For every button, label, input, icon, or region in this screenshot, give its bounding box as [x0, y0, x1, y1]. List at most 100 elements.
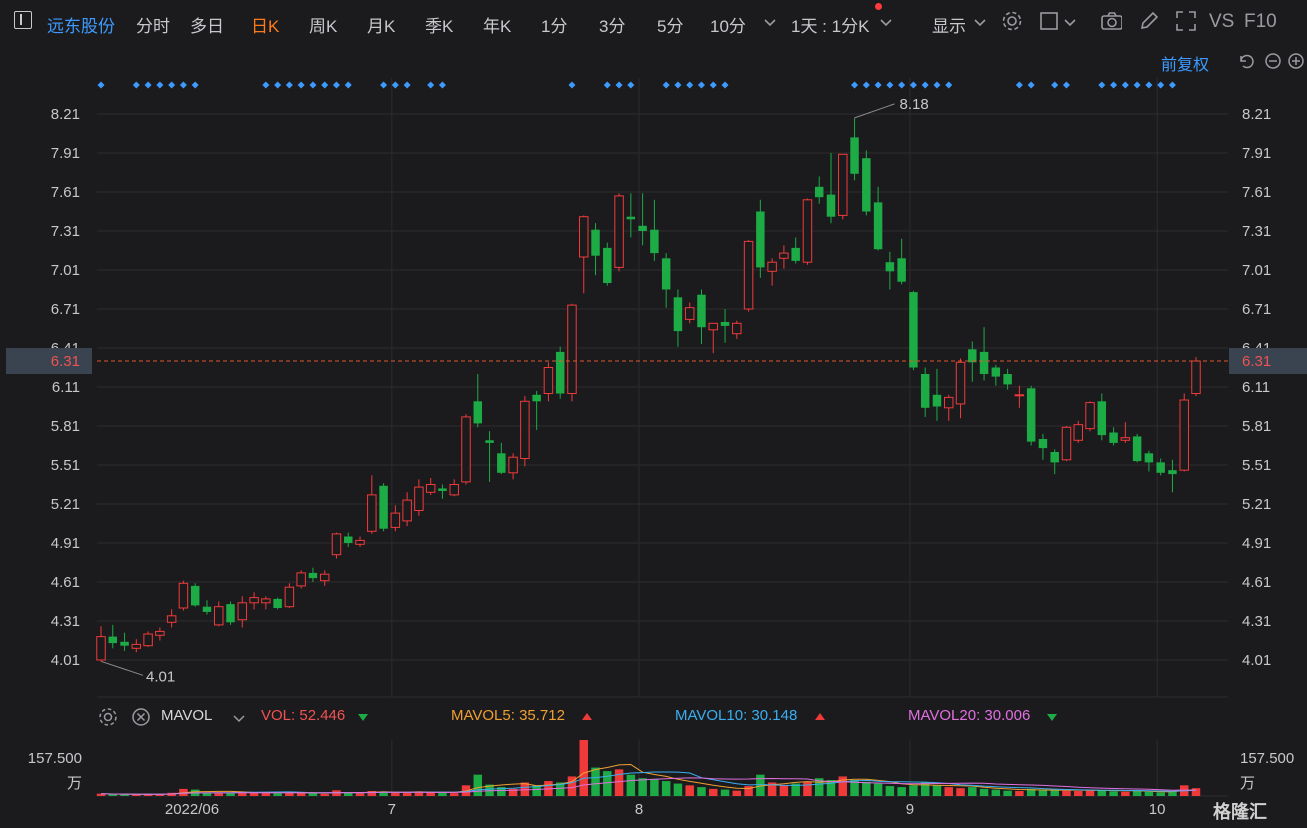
- y-tick-label-left: 4.01: [51, 652, 80, 669]
- volume-bar: [709, 788, 718, 796]
- volume-bar: [238, 791, 247, 796]
- candle-body-down: [862, 158, 871, 212]
- event-marker-icon: [697, 81, 705, 89]
- mavol20-value: MAVOL20: 30.006: [908, 707, 1031, 724]
- volume-bar: [143, 793, 153, 796]
- event-marker-icon: [1121, 81, 1129, 89]
- chevron-down-icon[interactable]: [972, 14, 994, 36]
- tab-5min[interactable]: 5分: [657, 17, 684, 36]
- volume-bar: [355, 793, 365, 796]
- candle-body-down: [190, 585, 200, 606]
- event-marker-icon: [568, 81, 576, 89]
- volume-bar: [296, 792, 306, 796]
- candle-body-down: [720, 322, 730, 326]
- event-marker-icon: [721, 81, 729, 89]
- x-tick-label: 9: [906, 801, 914, 818]
- event-marker-icon: [1133, 81, 1141, 89]
- pen-icon[interactable]: [1138, 10, 1160, 32]
- volume-bar: [202, 792, 212, 796]
- candle-body-down: [1156, 462, 1165, 473]
- candle-body-down: [1097, 401, 1107, 436]
- candle-body-down: [932, 394, 942, 407]
- candle-body-up: [508, 456, 518, 474]
- candle-body-up: [520, 400, 530, 459]
- y-tick-label-left: 6.11: [52, 379, 80, 396]
- square-icon[interactable]: [1039, 10, 1061, 32]
- volume-bar: [308, 793, 318, 796]
- tab-daily-k[interactable]: 日K: [251, 17, 280, 36]
- tab-fenshi[interactable]: 分时: [136, 17, 170, 36]
- event-marker-icon: [427, 81, 435, 89]
- event-marker-icon: [1145, 81, 1153, 89]
- tab-1min[interactable]: 1分: [541, 17, 568, 36]
- display-menu[interactable]: 显示: [932, 17, 966, 36]
- chevron-down-icon[interactable]: [1062, 14, 1084, 36]
- candle-body-up: [461, 416, 471, 483]
- event-marker-icon: [1062, 81, 1070, 89]
- tab-monthly-k[interactable]: 月K: [367, 17, 396, 36]
- candle-body-down: [108, 636, 118, 644]
- tab-multiday[interactable]: 多日: [190, 17, 224, 36]
- volume-bar: [838, 776, 848, 796]
- chevron-down-icon[interactable]: [232, 711, 246, 725]
- volume-bar: [697, 787, 706, 796]
- candle-body-up: [425, 484, 436, 493]
- min-price-label: 4.01: [146, 668, 175, 685]
- event-marker-icon: [191, 81, 199, 89]
- undo-icon: [1240, 54, 1254, 69]
- arrow-up-icon: [815, 713, 825, 720]
- gear-icon[interactable]: [1001, 10, 1023, 32]
- volume-bar: [379, 791, 388, 796]
- period-select[interactable]: 1天 : 1分K: [791, 17, 870, 36]
- toolbar: 远东股份 分时 多日 日K 周K 月K 季K 年K 1分 3分 5分 10分 1…: [0, 0, 1307, 44]
- candle-body-down: [473, 401, 483, 424]
- candle-body-down: [1168, 470, 1177, 475]
- event-marker-icon: [874, 81, 882, 89]
- stock-name[interactable]: 远东股份: [47, 17, 115, 36]
- candle-body-down: [850, 137, 859, 174]
- candle-body-up: [802, 199, 813, 263]
- candle-body-up: [178, 582, 189, 609]
- zoom-in-icon: [1288, 53, 1304, 69]
- tab-weekly-k[interactable]: 周K: [309, 17, 338, 36]
- volume-bar: [497, 787, 506, 796]
- candle-body-up: [143, 633, 153, 647]
- tab-3min[interactable]: 3分: [599, 17, 626, 36]
- camera-icon[interactable]: [1100, 10, 1122, 32]
- y-tick-label-right: 6.71: [1242, 301, 1271, 318]
- candle-body-up: [390, 512, 401, 528]
- volume-bar: [638, 778, 647, 796]
- fullscreen-icon[interactable]: [1175, 10, 1197, 32]
- volume-bar: [155, 794, 165, 796]
- candle-body-down: [873, 202, 883, 250]
- indicator-name[interactable]: MAVOL: [161, 707, 213, 724]
- f10-button[interactable]: F10: [1244, 11, 1277, 32]
- volume-bar: [779, 785, 789, 796]
- y-tick-label-right: 6.11: [1242, 379, 1270, 396]
- volume-unit-left: 万: [67, 775, 82, 792]
- candle-body-down: [1050, 452, 1059, 463]
- tab-quarterly-k[interactable]: 季K: [425, 17, 454, 36]
- candle-body-up: [1061, 426, 1072, 461]
- candle-body-up: [567, 304, 577, 395]
- chevron-down-icon[interactable]: [878, 14, 900, 36]
- event-marker-icon: [627, 81, 635, 89]
- tab-10min[interactable]: 10分: [710, 17, 746, 36]
- event-marker-icon: [862, 81, 870, 89]
- volume-bar: [414, 791, 424, 796]
- vs-button[interactable]: VS: [1209, 11, 1235, 32]
- volume-bar: [826, 780, 836, 796]
- adjust-mode[interactable]: 前复权: [1161, 57, 1210, 74]
- tab-yearly-k[interactable]: 年K: [483, 17, 512, 36]
- chevron-down-icon[interactable]: [762, 14, 784, 36]
- volume-bar: [944, 787, 953, 796]
- volume-bar: [791, 783, 800, 796]
- volume-bar: [214, 793, 223, 796]
- volume-bar: [261, 792, 271, 796]
- sidebar-toggle-icon[interactable]: [14, 11, 32, 29]
- close-icon[interactable]: [130, 706, 152, 728]
- gear-icon[interactable]: [97, 706, 119, 728]
- volume-bar: [756, 774, 765, 796]
- volume-bar: [108, 794, 118, 796]
